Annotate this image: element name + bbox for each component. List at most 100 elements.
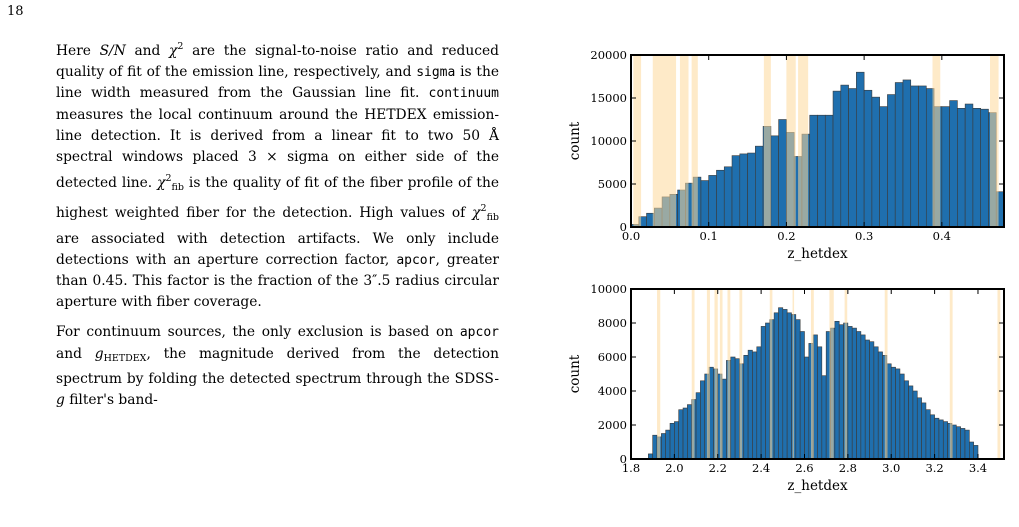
text-run: is the quality of fit of the fiber profi…	[56, 175, 499, 222]
histogram-bar	[721, 378, 727, 460]
text-run: and	[125, 43, 170, 59]
x-tick-label: 2.2	[709, 461, 727, 475]
text-run: are the signal-to-noise ratio and reduce…	[56, 43, 500, 81]
histogram-bar	[840, 84, 849, 228]
histogram-bar	[695, 392, 701, 460]
y-tick-label: 4000	[598, 384, 627, 398]
histogram-bar	[760, 326, 766, 460]
histogram-bar	[812, 334, 818, 460]
x-tick-label: 3.4	[969, 461, 987, 475]
histogram-bar	[969, 441, 974, 460]
histogram-bar	[918, 85, 927, 228]
histogram-bar	[856, 331, 862, 460]
masked-band	[714, 289, 718, 459]
code-term: apcor	[396, 252, 436, 268]
histogram-bar	[765, 322, 771, 460]
histogram-bar	[834, 320, 840, 460]
masked-band	[884, 289, 888, 459]
x-tick-label: 0.0	[622, 229, 640, 243]
math-term: fib	[171, 182, 184, 194]
histogram-bar	[957, 108, 966, 228]
histogram-bar	[762, 126, 772, 228]
histogram-bar	[808, 343, 814, 460]
math-term: 2	[165, 173, 172, 185]
histogram-bar	[933, 106, 943, 228]
histogram-bar	[843, 322, 849, 460]
masked-band	[810, 289, 814, 459]
histogram-bar	[786, 132, 795, 228]
code-term: apcor	[459, 325, 499, 341]
histogram-bar	[804, 356, 810, 460]
x-axis-label: z_hetdex	[787, 246, 848, 262]
histogram-bar	[980, 108, 989, 228]
histogram-bar	[716, 169, 725, 228]
histogram-bar	[821, 375, 827, 460]
histogram-bar	[799, 331, 805, 460]
y-axis-label: count	[567, 121, 583, 160]
math-term: S/N	[99, 43, 126, 59]
masked-band	[786, 55, 796, 227]
histogram-bar	[856, 71, 865, 228]
histogram-bar	[756, 346, 762, 460]
masked-band	[844, 289, 848, 459]
masked-band	[792, 289, 795, 459]
histogram-bar	[652, 434, 658, 460]
histogram-bar	[726, 360, 732, 460]
x-tick-label: 2.0	[665, 461, 683, 475]
body-text-column: Here S/N and χ2 are the signal-to-noise …	[56, 36, 499, 420]
masked-band	[763, 55, 771, 227]
x-tick-label: 3.0	[882, 461, 900, 475]
masked-band	[719, 289, 723, 459]
masked-band	[633, 55, 642, 227]
histogram-bar	[769, 319, 775, 460]
histogram-bar	[921, 402, 927, 460]
histogram-bar	[708, 366, 714, 460]
text-run: , greater than 0.45. This factor is the …	[56, 251, 499, 311]
plot-frame	[630, 288, 1005, 460]
histogram-bar	[661, 433, 666, 460]
x-tick-label: 2.6	[795, 461, 813, 475]
histogram-bar	[877, 351, 883, 460]
histogram-bar	[934, 417, 940, 460]
histogram-bar	[648, 453, 653, 460]
histogram-bar	[743, 354, 749, 460]
masked-band	[691, 55, 698, 227]
histogram-bar	[895, 368, 901, 460]
histogram-bar	[700, 380, 706, 460]
histogram-bar	[791, 314, 797, 460]
text-run: filter's band-	[64, 392, 158, 409]
code-term: sigma	[416, 65, 456, 81]
histogram-bar	[739, 153, 748, 228]
histogram-bar	[638, 216, 647, 228]
histogram-bar	[949, 100, 958, 228]
histogram-bar	[674, 421, 680, 460]
histogram-bar	[925, 88, 935, 228]
histogram-bar	[669, 422, 675, 460]
y-tick-label: 15000	[590, 91, 627, 105]
histogram-bar	[778, 119, 787, 228]
histogram-bar	[830, 327, 836, 460]
histogram-bar	[687, 404, 693, 460]
histogram-bar	[782, 309, 788, 460]
histogram-bar	[972, 108, 981, 228]
y-tick-label: 6000	[598, 350, 627, 364]
histogram-bar	[955, 426, 961, 460]
histogram-bar	[723, 166, 733, 228]
histogram-bar	[960, 428, 966, 460]
math-term: g	[56, 392, 65, 409]
histogram-bar	[700, 180, 710, 228]
masked-band	[652, 55, 677, 227]
histogram-bar	[778, 307, 784, 460]
histogram-bar	[677, 189, 686, 228]
paragraph-continuum-sources: For continuum sources, the only exclusio…	[56, 322, 499, 411]
histogram-bar	[912, 390, 918, 460]
histogram-bar	[860, 334, 866, 460]
histogram-bar	[824, 114, 834, 228]
x-tick-label: 0.1	[700, 229, 718, 243]
histogram-bar	[887, 94, 896, 228]
histogram-bar	[910, 85, 919, 228]
histogram-bar	[863, 89, 873, 228]
page-number: 18	[7, 4, 24, 19]
histogram-bar	[678, 409, 684, 460]
histogram-bar	[942, 421, 948, 460]
